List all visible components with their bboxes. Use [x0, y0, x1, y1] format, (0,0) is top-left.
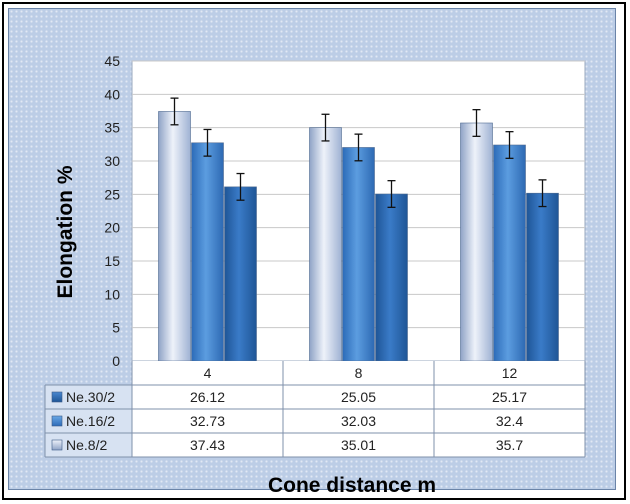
legend-entry: Ne.30/2 [66, 389, 115, 405]
y-axis-title: Elongation % [54, 165, 77, 298]
data-label: 25.17 [492, 389, 527, 405]
bar-ne-8-2-12 [460, 122, 493, 362]
data-label: 25.05 [341, 389, 376, 405]
data-label: 35.01 [341, 437, 376, 453]
data-label: 37.43 [190, 437, 225, 453]
y-tick-label: 25 [104, 186, 120, 202]
y-tick-label: 45 [104, 53, 120, 69]
data-label: 35.7 [496, 437, 523, 453]
error-bar [538, 179, 547, 208]
error-bar [505, 131, 514, 159]
data-label: 32.4 [496, 413, 523, 429]
error-bar [321, 113, 330, 142]
legend-swatch [51, 439, 63, 451]
data-label: 32.73 [190, 413, 225, 429]
y-tick-label: 35 [104, 120, 120, 136]
error-bar [354, 133, 363, 162]
legend-swatch [51, 415, 63, 427]
bar-ne-8-2-8 [309, 127, 342, 362]
y-tick-label: 20 [104, 220, 120, 236]
data-label: 32.03 [341, 413, 376, 429]
data-label: 26.12 [190, 389, 225, 405]
data-table: 4 8 12 Ne.30/2 26.12 25.05 25.17 Ne.16/2 32.73 32… [44, 361, 586, 458]
bar-ne-30-2-8 [375, 193, 408, 362]
x-category-label: 12 [502, 365, 518, 381]
y-tick-label: 15 [104, 253, 120, 269]
y-axis-ticks: 0 5 10 15 20 25 30 35 40 45 [104, 53, 120, 369]
y-tick-label: 40 [104, 86, 120, 102]
legend-entry: Ne.16/2 [66, 413, 115, 429]
bar-ne-30-2-12 [526, 192, 559, 362]
bar-ne-16-2-8 [342, 147, 375, 362]
x-category-label: 8 [355, 365, 363, 381]
error-bar [387, 180, 396, 208]
error-bar [203, 128, 212, 157]
bar-ne-30-2-4 [224, 186, 257, 362]
error-bar [236, 172, 245, 201]
legend-swatch [51, 391, 63, 403]
error-bar [170, 97, 179, 126]
bars [158, 111, 559, 362]
error-bars [170, 97, 547, 208]
y-tick-label: 0 [112, 353, 120, 369]
bar-ne-16-2-12 [493, 144, 526, 362]
x-axis-title: Cone distance m [268, 474, 436, 497]
bar-ne-8-2-4 [158, 111, 191, 362]
y-tick-label: 10 [104, 286, 120, 302]
y-tick-label: 30 [104, 153, 120, 169]
legend-entry: Ne.8/2 [66, 437, 107, 453]
error-bar [472, 109, 481, 137]
y-tick-label: 5 [112, 320, 120, 336]
x-category-label: 4 [204, 365, 212, 381]
bar-ne-16-2-4 [191, 142, 224, 362]
